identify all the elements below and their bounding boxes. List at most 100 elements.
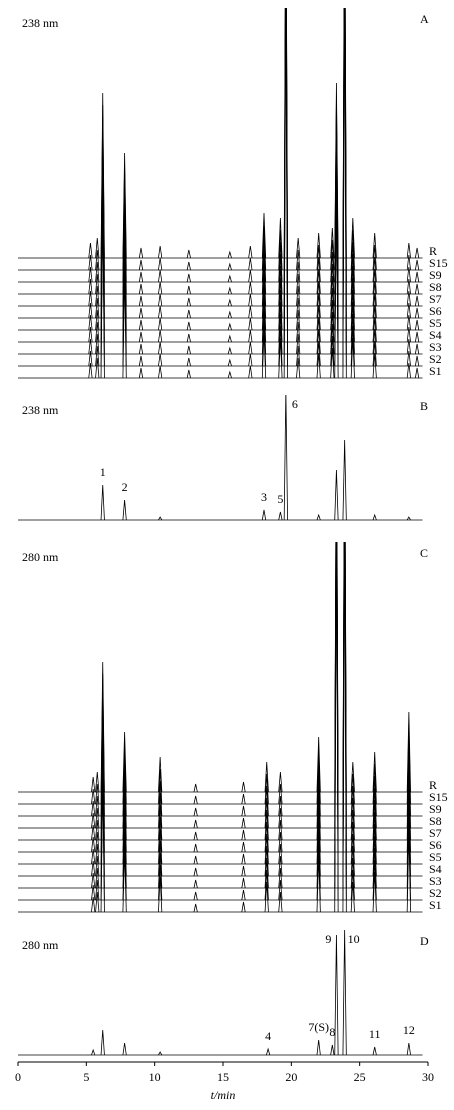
trace-label: S1 xyxy=(429,364,442,378)
peak xyxy=(406,831,411,913)
peak xyxy=(261,296,267,343)
trace-label: S6 xyxy=(429,304,442,318)
peak xyxy=(138,343,144,355)
peak xyxy=(95,309,100,331)
peak xyxy=(278,831,283,853)
peak xyxy=(88,266,93,283)
peak xyxy=(158,257,163,271)
peak-label: 9 xyxy=(325,932,331,946)
peak xyxy=(414,271,420,283)
peak xyxy=(334,934,339,1056)
x-tick-label: 20 xyxy=(285,1070,297,1084)
peak xyxy=(278,253,283,295)
peak xyxy=(296,297,301,319)
peak xyxy=(414,331,420,343)
peak xyxy=(372,763,377,805)
peak xyxy=(138,247,144,259)
peak xyxy=(278,843,283,865)
peak xyxy=(122,272,127,379)
peak xyxy=(316,292,321,319)
peak xyxy=(414,355,420,367)
peak xyxy=(88,362,93,379)
peak xyxy=(372,859,377,901)
peak-label: 10 xyxy=(348,932,360,946)
trace-label: S1 xyxy=(429,898,442,912)
peak xyxy=(406,338,411,355)
peak xyxy=(193,891,198,901)
trace-label: S5 xyxy=(429,316,442,330)
peak xyxy=(158,828,163,865)
peak xyxy=(278,241,283,283)
peak xyxy=(350,833,355,865)
peak xyxy=(261,332,267,379)
peak xyxy=(278,783,283,805)
peak xyxy=(278,277,283,319)
trace-label: S8 xyxy=(429,280,442,294)
peak xyxy=(406,302,411,319)
peak xyxy=(372,292,377,319)
peak xyxy=(91,836,96,853)
peak xyxy=(261,248,267,295)
peak xyxy=(350,265,355,307)
peak xyxy=(95,783,100,805)
peak-label: 4 xyxy=(265,1029,271,1043)
peak xyxy=(278,879,283,901)
peak xyxy=(193,807,198,817)
peak xyxy=(278,217,283,259)
peak xyxy=(278,265,283,307)
peak xyxy=(138,271,144,283)
peak xyxy=(372,811,377,853)
peak xyxy=(264,797,269,829)
peak xyxy=(414,295,420,307)
peak xyxy=(158,780,163,817)
peak xyxy=(248,353,253,367)
trace-label: S9 xyxy=(429,268,442,282)
peak xyxy=(158,1051,163,1056)
peak xyxy=(91,872,96,889)
peak xyxy=(95,345,100,367)
peak xyxy=(264,845,269,877)
peak xyxy=(296,273,301,295)
x-tick-label: 10 xyxy=(149,1070,161,1084)
peak xyxy=(227,370,232,379)
peak xyxy=(372,340,377,367)
peak xyxy=(158,353,163,367)
peak xyxy=(95,855,100,877)
peak xyxy=(158,804,163,841)
peak xyxy=(278,301,283,343)
peak xyxy=(278,855,283,877)
peak xyxy=(372,304,377,331)
peak xyxy=(88,338,93,355)
peak xyxy=(261,272,267,319)
x-tick-label: 0 xyxy=(15,1070,21,1084)
peak xyxy=(296,333,301,355)
peak xyxy=(414,283,420,295)
peak xyxy=(186,309,191,319)
peak xyxy=(91,848,96,865)
peak xyxy=(264,869,269,901)
peak xyxy=(95,237,100,259)
peak xyxy=(350,301,355,343)
peak xyxy=(95,261,100,283)
peak xyxy=(334,469,339,521)
peak xyxy=(264,833,269,865)
peak xyxy=(316,304,321,331)
peak xyxy=(248,305,253,319)
peak xyxy=(158,864,163,901)
peak xyxy=(316,340,321,367)
peak xyxy=(342,542,347,913)
peak xyxy=(372,316,377,343)
peak xyxy=(241,781,246,793)
peak xyxy=(158,341,163,355)
peak xyxy=(95,249,100,271)
peak xyxy=(406,362,411,379)
peak xyxy=(241,877,246,889)
peak xyxy=(372,835,377,877)
peak xyxy=(158,329,163,343)
peak xyxy=(350,761,355,793)
peak xyxy=(316,513,321,521)
peak xyxy=(227,334,232,343)
peak-label: 3 xyxy=(261,490,267,504)
peak xyxy=(186,345,191,355)
